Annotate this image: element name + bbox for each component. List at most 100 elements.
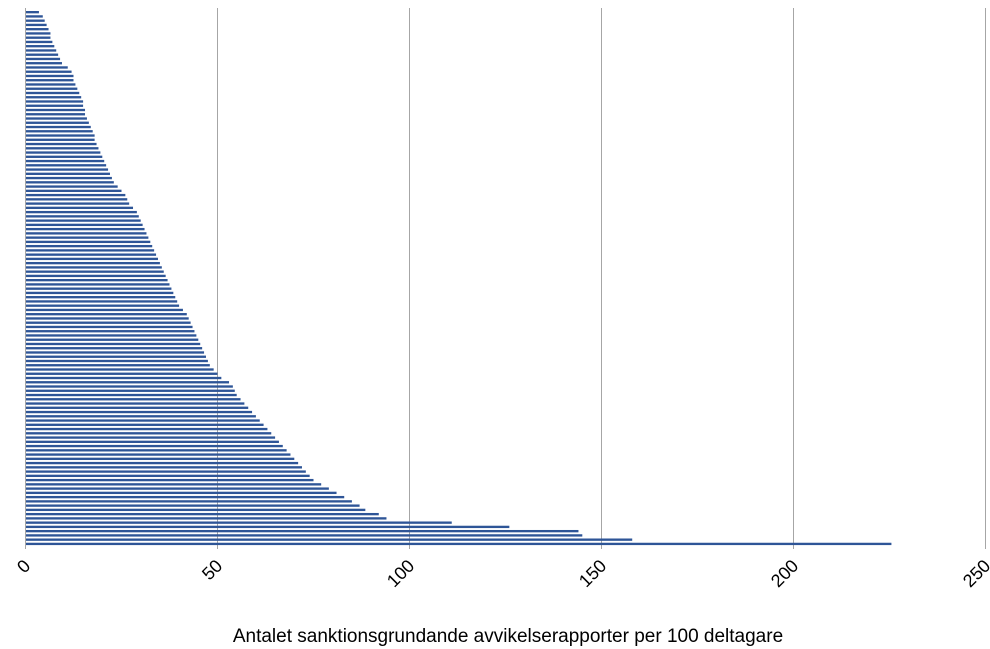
bar [25, 28, 49, 31]
bar [25, 223, 143, 227]
bar [25, 342, 201, 346]
bar [25, 542, 892, 546]
bar [25, 436, 276, 439]
bar [25, 470, 306, 473]
bar [25, 53, 59, 56]
bar [25, 261, 160, 265]
bar [25, 172, 110, 175]
bar [25, 478, 314, 482]
bar [25, 376, 222, 380]
bar [25, 393, 237, 397]
bar [25, 168, 109, 171]
bar [25, 525, 510, 529]
bar [25, 121, 89, 124]
bar [25, 283, 170, 286]
bar [25, 66, 68, 69]
bar [25, 206, 134, 210]
bar [25, 83, 76, 86]
bar [25, 79, 74, 82]
bar [25, 62, 62, 65]
bar [25, 466, 302, 469]
bar [25, 291, 174, 295]
bar [25, 19, 45, 22]
x-tick-label: 200 [767, 556, 802, 591]
bar [25, 389, 235, 392]
bar [25, 130, 93, 133]
bar [25, 385, 233, 388]
bar [25, 215, 139, 218]
bar [25, 210, 137, 214]
bar [25, 104, 84, 107]
x-axis-title: Antalet sanktionsgrundande avvikelserapp… [233, 626, 783, 647]
bar [25, 181, 114, 184]
bar [25, 74, 74, 78]
bar [25, 176, 112, 180]
bar [25, 270, 164, 273]
bar [25, 453, 291, 456]
bar [25, 517, 387, 520]
x-tick-label: 50 [198, 556, 226, 584]
bar [25, 151, 101, 154]
bar [25, 57, 61, 61]
bar [25, 351, 205, 354]
bar [25, 202, 130, 205]
bar [25, 164, 107, 167]
bar [25, 406, 249, 409]
bar [25, 219, 141, 222]
bar [25, 308, 183, 312]
bar [25, 355, 206, 358]
gridlines [217, 8, 986, 549]
bar [25, 325, 193, 329]
bar [25, 432, 272, 435]
bar [25, 495, 345, 499]
bar [25, 159, 105, 163]
bar [25, 249, 155, 252]
bar [25, 504, 360, 507]
bar [25, 338, 199, 341]
bar [25, 487, 329, 490]
bar [25, 381, 230, 384]
bar [25, 347, 203, 350]
bar [25, 274, 166, 278]
bar [25, 372, 218, 375]
bar [25, 96, 82, 99]
bar [25, 534, 583, 537]
bar [25, 287, 172, 290]
bars [25, 11, 892, 546]
bar [25, 529, 579, 533]
x-axis-ticks: 0 50 100 150 200 250 [13, 556, 990, 591]
bar [25, 317, 189, 320]
bar [25, 138, 95, 141]
bar [25, 491, 337, 495]
x-tick-label: 250 [959, 556, 990, 591]
bar [25, 32, 51, 35]
bar [25, 189, 122, 193]
bar [25, 321, 191, 324]
bar [25, 185, 118, 188]
bar [25, 142, 97, 146]
bar [25, 40, 53, 44]
bar [25, 87, 78, 90]
bar [25, 49, 57, 52]
bar [25, 244, 153, 248]
bar [25, 91, 80, 95]
bar [25, 521, 452, 524]
bar [25, 313, 187, 316]
bar [25, 461, 299, 465]
bar [25, 100, 84, 103]
bar [25, 402, 245, 405]
bar [25, 474, 310, 478]
bar [25, 36, 51, 39]
bar [25, 227, 145, 231]
bar [25, 457, 295, 461]
bar [25, 440, 279, 443]
bar [25, 108, 86, 112]
bar [25, 419, 260, 422]
bar [25, 508, 366, 512]
bar [25, 538, 633, 541]
x-tick-label: 0 [13, 556, 34, 577]
bar [25, 279, 168, 282]
bar [25, 266, 162, 269]
bar [25, 359, 208, 363]
bar [25, 125, 91, 129]
